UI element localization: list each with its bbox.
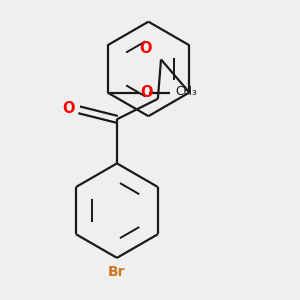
- Text: Br: Br: [108, 265, 126, 279]
- Text: O: O: [141, 85, 153, 100]
- Text: O: O: [62, 101, 74, 116]
- Text: O: O: [139, 41, 152, 56]
- Text: CH₃: CH₃: [175, 85, 197, 98]
